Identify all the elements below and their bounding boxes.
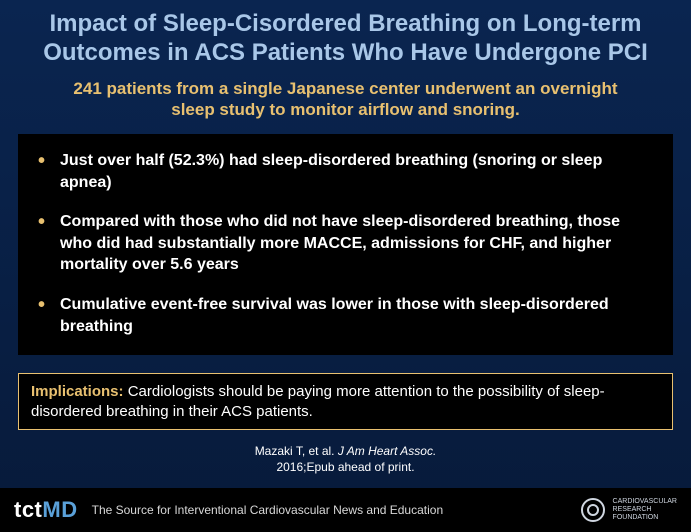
footer-tagline: The Source for Interventional Cardiovasc… — [92, 503, 444, 517]
tctmd-logo: tctMD — [14, 497, 78, 523]
bullets-panel: Just over half (52.3%) had sleep-disorde… — [18, 134, 673, 355]
crf-brand: CARDIOVASCULAR RESEARCH FOUNDATION — [579, 496, 677, 524]
footer-bar: tctMD The Source for Interventional Card… — [0, 488, 691, 532]
brand-line: CARDIOVASCULAR — [613, 498, 677, 506]
bullet-item: Cumulative event-free survival was lower… — [38, 294, 653, 337]
slide-subtitle: 241 patients from a single Japanese cent… — [0, 74, 691, 135]
brand-line: FOUNDATION — [613, 514, 677, 522]
logo-part2: MD — [42, 497, 77, 523]
slide-title: Impact of Sleep-Cisordered Breathing on … — [0, 0, 691, 74]
implications-panel: Implications: Cardiologists should be pa… — [18, 373, 673, 430]
crf-logo-icon — [579, 496, 607, 524]
bullet-item: Compared with those who did not have sle… — [38, 211, 653, 276]
citation: Mazaki T, et al. J Am Heart Assoc. 2016;… — [0, 444, 691, 475]
bullet-item: Just over half (52.3%) had sleep-disorde… — [38, 150, 653, 193]
brand-line: RESEARCH — [613, 506, 677, 514]
citation-journal: J Am Heart Assoc. — [338, 444, 436, 458]
citation-year: 2016;Epub ahead of print. — [276, 460, 414, 474]
logo-part1: tct — [14, 497, 42, 523]
implications-label: Implications: — [31, 383, 124, 400]
citation-authors: Mazaki T, et al. — [255, 444, 338, 458]
